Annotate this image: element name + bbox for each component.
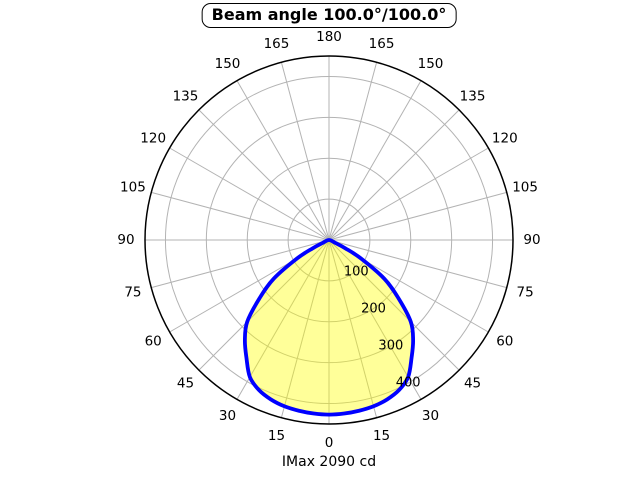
- angle-tick-label: 90: [523, 232, 540, 248]
- angle-tick-label: 150: [418, 56, 444, 72]
- chart-title: Beam angle 100.0°/100.0°: [201, 3, 457, 28]
- imax-label: IMax 2090 cd: [281, 454, 377, 470]
- grid-spoke: [236, 239, 330, 400]
- angle-tick-label: 60: [496, 334, 513, 350]
- radius-tick-label: 200: [361, 302, 386, 317]
- grid-spoke: [328, 239, 507, 289]
- outer-ring: [144, 55, 514, 425]
- angle-tick-label: 45: [464, 376, 481, 392]
- radius-tick-label: 100: [344, 265, 369, 280]
- grid-spoke: [328, 239, 378, 418]
- angle-tick-label: 120: [140, 131, 166, 147]
- angle-tick-label: 75: [124, 285, 141, 301]
- grid-spoke: [328, 191, 507, 241]
- grid-spoke: [328, 239, 460, 371]
- grid-spoke: [169, 147, 330, 241]
- grid-spoke: [198, 239, 330, 371]
- angle-tick-label: 30: [422, 408, 439, 424]
- grid-spoke: [151, 239, 330, 289]
- radius-tick-label: 300: [378, 339, 403, 354]
- angle-tick-label: 105: [120, 179, 146, 195]
- grid-spoke: [151, 191, 330, 241]
- grid-spoke: [236, 80, 330, 241]
- angle-tick-label: 15: [268, 428, 285, 444]
- grid-spoke: [280, 62, 330, 241]
- angle-tick-label: 0: [325, 435, 334, 451]
- radius-tick-label: 400: [396, 376, 421, 391]
- angle-tick-label: 105: [512, 179, 538, 195]
- grid-spoke: [328, 109, 460, 241]
- angle-tick-label: 15: [373, 428, 390, 444]
- grid-spoke: [280, 239, 330, 418]
- angle-tick-label: 45: [177, 376, 194, 392]
- angle-tick-label: 180: [316, 29, 342, 45]
- angle-tick-label: 120: [492, 131, 518, 147]
- angle-tick-label: 30: [219, 408, 236, 424]
- grid-spoke: [198, 109, 330, 241]
- grid-spoke: [328, 62, 378, 241]
- angle-tick-label: 150: [215, 56, 241, 72]
- angle-tick-label: 135: [173, 88, 199, 104]
- angle-tick-label: 75: [516, 285, 533, 301]
- beam-curve: [242, 238, 416, 417]
- angle-tick-label: 165: [369, 36, 395, 52]
- angle-tick-label: 60: [145, 334, 162, 350]
- grid-spoke: [328, 147, 489, 241]
- angle-tick-label: 90: [117, 232, 134, 248]
- angle-tick-label: 165: [264, 36, 290, 52]
- angle-tick-label: 135: [460, 88, 486, 104]
- grid-spoke: [328, 239, 422, 400]
- grid-spoke: [328, 80, 422, 241]
